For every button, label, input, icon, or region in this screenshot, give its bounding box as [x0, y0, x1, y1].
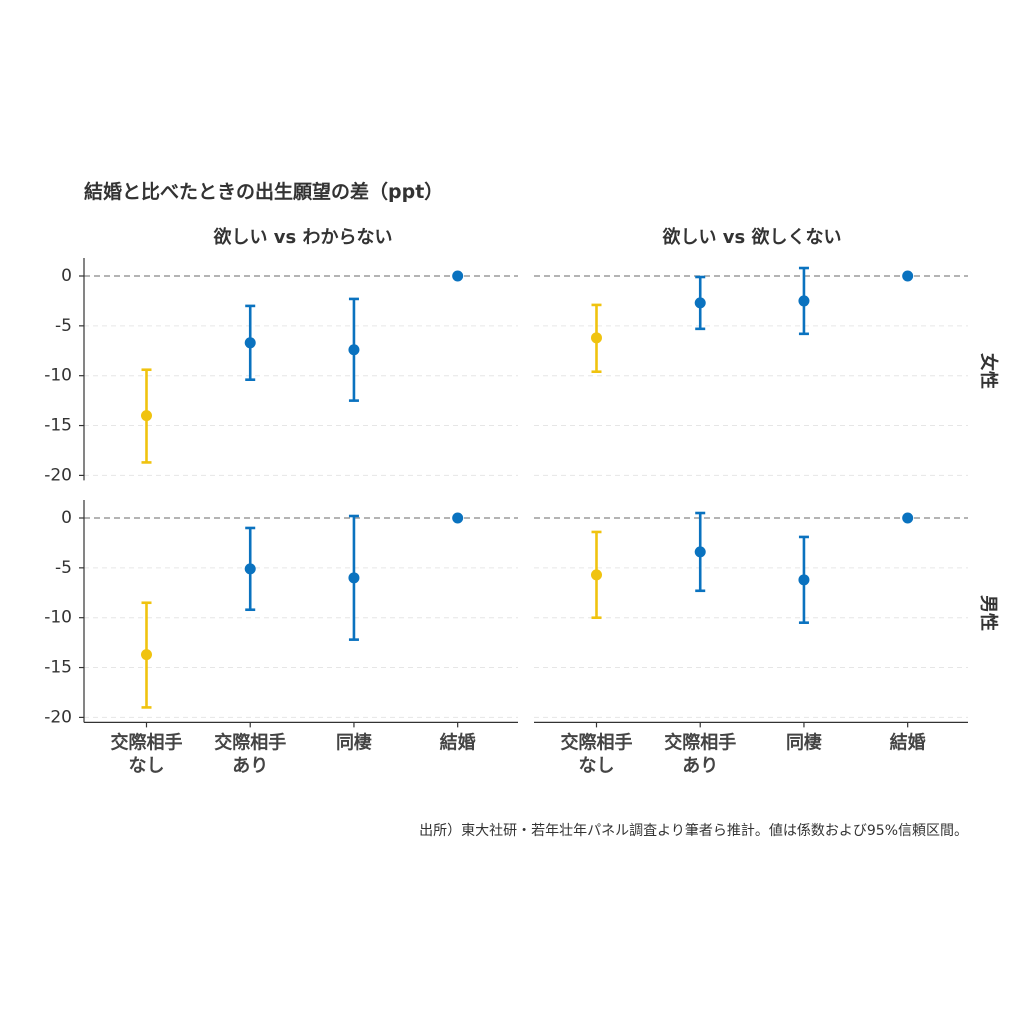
x-category-label-line2: あり [682, 755, 718, 776]
estimate-point [694, 546, 706, 558]
x-category-label-line2: なし [128, 755, 164, 776]
x-category-label-line2: なし [578, 755, 614, 776]
estimate-point [140, 410, 152, 422]
x-category-label-line2: あり [232, 755, 268, 776]
x-category-label: 結婚 [440, 731, 476, 753]
y-tick-label: -20 [44, 465, 72, 485]
y-tick-label: -5 [55, 558, 72, 578]
estimate-point [452, 512, 464, 524]
estimate-point [452, 270, 464, 282]
estimate-point [244, 563, 256, 575]
y-tick-label: -15 [44, 658, 72, 678]
estimate-point [590, 569, 602, 581]
column-strip-label-right: 欲しい vs 欲しくない [662, 226, 842, 248]
estimate-point [244, 337, 256, 349]
estimate-point [348, 572, 360, 584]
y-tick-label: -10 [44, 366, 72, 386]
x-category-label: 交際相手 [560, 731, 632, 753]
estimate-point [902, 270, 914, 282]
row-strip-label-top: 女性 [978, 353, 1000, 389]
estimate-point [798, 574, 810, 586]
y-tick-label: 0 [61, 266, 72, 286]
estimate-point [348, 344, 360, 356]
x-category-label: 同棲 [786, 731, 822, 753]
source-caption: 出所）東大社研・若年壮年パネル調査より筆者ら推計。値は係数および95%信頼区間。 [419, 823, 968, 839]
estimate-point [694, 297, 706, 309]
x-category-label: 交際相手 [110, 731, 182, 753]
estimate-point [798, 295, 810, 307]
y-tick-label: -5 [55, 316, 72, 336]
y-tick-label: -15 [44, 416, 72, 436]
estimate-point [902, 512, 914, 524]
x-category-label: 交際相手 [664, 731, 736, 753]
column-strip-label-left: 欲しい vs わからない [213, 226, 393, 248]
x-category-label: 同棲 [336, 731, 372, 753]
y-tick-label: -20 [44, 707, 72, 727]
chart-title: 結婚と比べたときの出生願望の差（ppt） [84, 180, 443, 203]
y-tick-label: 0 [61, 508, 72, 528]
x-category-label: 結婚 [890, 731, 926, 753]
x-category-label: 交際相手 [214, 731, 286, 753]
row-strip-label-bottom: 男性 [978, 595, 1000, 631]
estimate-point [140, 649, 152, 661]
estimate-point [590, 332, 602, 344]
y-tick-label: -10 [44, 608, 72, 628]
